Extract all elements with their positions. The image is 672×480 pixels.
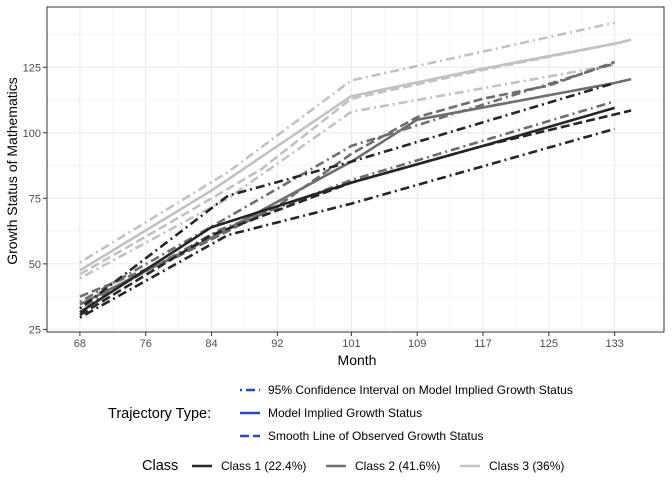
series-line-class-1-solid-11 [79,106,615,314]
series-line-class-2-dotdash-5 [79,100,615,310]
x-tick-label: 76 [140,338,152,350]
series-line-class-3-dotdash-0 [79,21,615,264]
legend-label-class-2: Class 2 (41.6%) [355,459,440,473]
legend-label-class-3: Class 3 (36%) [489,459,564,473]
series-line-class-1-dotdash-8 [79,81,615,310]
x-axis: 68 76 84 92 101 109 117 125 133 [74,332,624,350]
series-layer [79,21,632,319]
y-tick-label: 100 [23,128,41,140]
series-line-class-2-dashed-6 [79,60,616,298]
legend-label-solid: Model Implied Growth Status [268,406,422,420]
x-axis-title: Month [338,352,377,368]
x-tick-label: 68 [74,338,86,350]
series-line-class-2-dotdash-4 [79,62,615,304]
x-tick-label: 84 [205,338,217,350]
legend-class: Class Class 1 (22.4%) Class 2 (41.6%) Clas… [142,458,564,474]
x-tick-label: 101 [342,338,360,350]
legend-trajectory-type: Trajectory Type: 95% Confidence Interval… [108,383,573,443]
x-tick-label: 133 [605,338,623,350]
plot-border [46,6,665,333]
legend-label-dotdash: 95% Confidence Interval on Model Implied… [268,383,573,397]
x-tick-label: 117 [474,338,492,350]
x-tick-label: 92 [271,338,283,350]
y-tick-label: 75 [29,193,41,205]
x-tick-label: 109 [408,338,426,350]
y-tick-label: 125 [23,62,41,74]
legend-label-class-1: Class 1 (22.4%) [221,459,306,473]
legend-trajectory-title: Trajectory Type: [108,406,211,422]
y-axis-title: Growth Status of Mathematics [4,77,20,265]
y-tick-label: 50 [29,259,41,271]
series-line-class-3-solid-3 [79,38,632,272]
series-line-class-3-dotdash-1 [79,63,615,280]
y-tick-label: 25 [29,324,41,336]
plot-panel [47,7,664,332]
y-axis: 25 50 75 100 125 [23,62,47,336]
grid-major [47,7,664,332]
series-line-class-2-solid-7 [79,77,632,306]
x-tick-label: 125 [540,338,558,350]
legend-class-title: Class [142,458,178,474]
legend-label-dashed: Smooth Line of Observed Growth Status [268,429,483,443]
series-line-class-1-dotdash-9 [79,127,615,319]
